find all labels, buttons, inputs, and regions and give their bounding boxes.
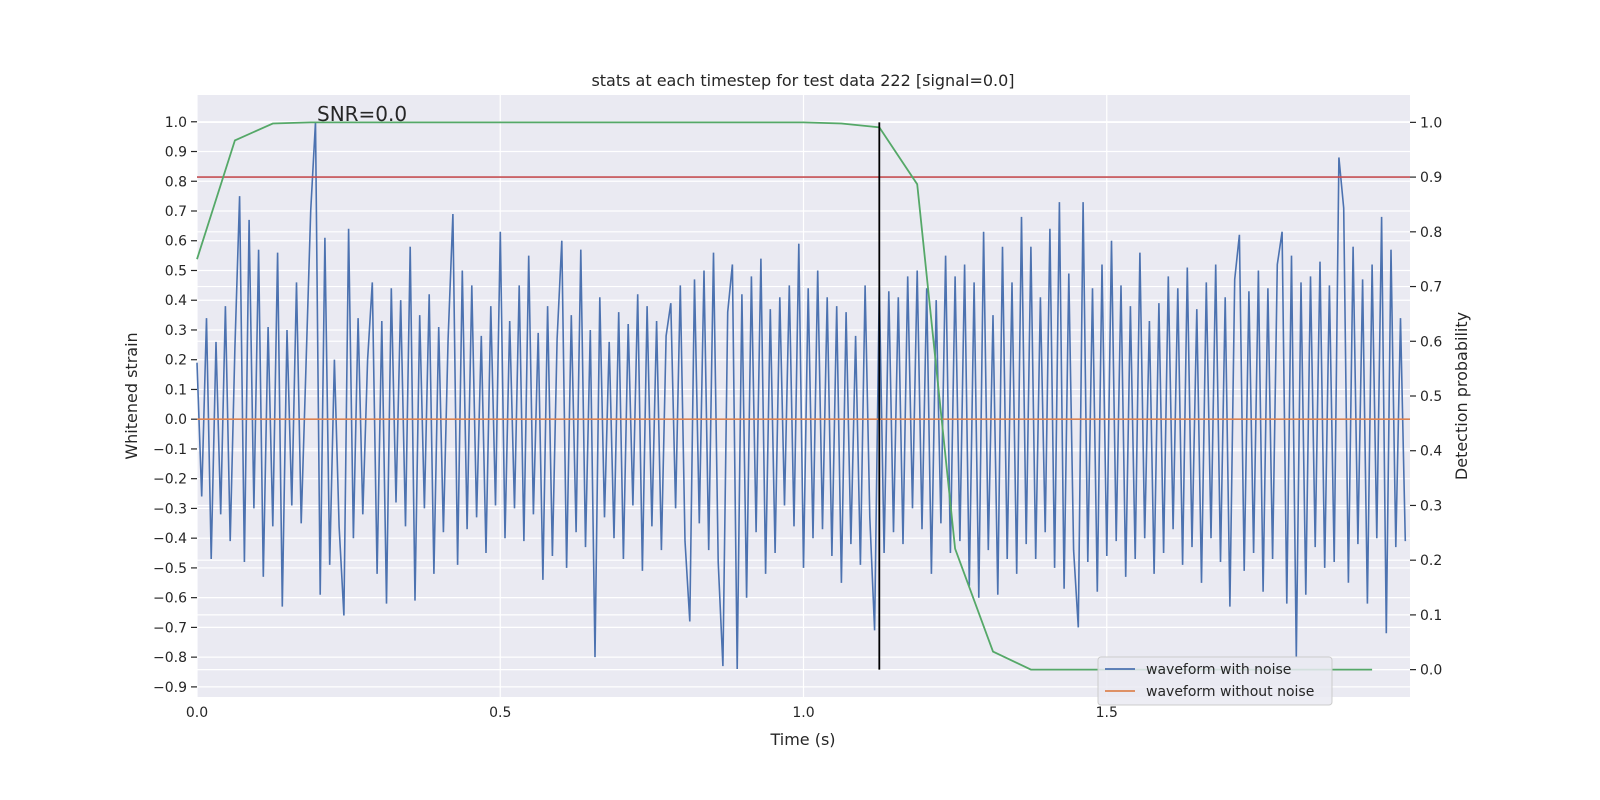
y-left-tick-label: 0.6 — [165, 234, 187, 250]
x-tick-label: 1.0 — [792, 705, 814, 721]
x-tick-label: 0.5 — [489, 705, 511, 721]
y-left-tick-label: 0.0 — [165, 412, 187, 428]
y-right-tick-label: 0.1 — [1420, 608, 1442, 624]
y-left-tick-label: 0.2 — [165, 353, 187, 369]
y-left-tick-label: −0.4 — [153, 531, 187, 547]
y-left-tick-label: −0.1 — [153, 442, 187, 458]
y-left-tick-label: 1.0 — [165, 115, 187, 131]
legend-label-clean: waveform without noise — [1146, 684, 1314, 700]
y-left-tick-label: −0.2 — [153, 472, 187, 488]
y-left-tick-label: 0.7 — [165, 204, 187, 220]
y-right-tick-label: 0.5 — [1420, 389, 1442, 405]
axes: 0.0 0.5 1.0 1.5 1.0 0.9 0.8 0.7 0.6 0.5 0.4 0.3 0.2 0… — [153, 115, 1442, 721]
y-right-tick-label: 0.3 — [1420, 498, 1442, 514]
legend-box — [1097, 656, 1333, 706]
y-right-tick-label: 0.4 — [1420, 444, 1442, 460]
y-axis-right-label: Detection probability — [1452, 312, 1471, 480]
y-right-tick-label: 0.6 — [1420, 334, 1442, 350]
y-left-tick-label: 0.4 — [165, 293, 187, 309]
y-right-tick-label: 0.8 — [1420, 225, 1442, 241]
y-left-tick-label: −0.8 — [153, 650, 187, 666]
y-right-tick-label: 0.2 — [1420, 553, 1442, 569]
y-left-tick-label: −0.5 — [153, 561, 187, 577]
y-axis-left-label: Whitened strain — [122, 332, 141, 459]
y-right-tick-label: 0.7 — [1420, 280, 1442, 296]
x-tick-label: 0.0 — [186, 705, 208, 721]
y-right-tick-label: 0.9 — [1420, 170, 1442, 186]
y-right-tick-label: 1.0 — [1420, 115, 1442, 131]
y-left-tick-label: 0.9 — [165, 145, 187, 161]
marks — [196, 121, 1410, 671]
y-left-tick-label: 0.3 — [165, 323, 187, 339]
snr-annotation: SNR=0.0 — [317, 102, 407, 126]
y-left-tick-label: −0.3 — [153, 501, 187, 517]
chart-title: stats at each timestep for test data 222… — [591, 71, 1014, 90]
x-axis-label: Time (s) — [769, 730, 835, 749]
y-left-tick-label: 0.5 — [165, 263, 187, 279]
x-tick-label: 1.5 — [1096, 705, 1118, 721]
y-left-tick-label: −0.7 — [153, 620, 187, 636]
y-left-tick-label: −0.6 — [153, 591, 187, 607]
legend-label-noisy: waveform with noise — [1146, 662, 1291, 678]
series-waveform-with-noise — [196, 121, 1407, 670]
y-left-tick-label: 0.1 — [165, 382, 187, 398]
y-left-tick-label: 0.8 — [165, 174, 187, 190]
y-right-tick-label: 0.0 — [1420, 663, 1442, 679]
legend: waveform with noise waveform without noi… — [1097, 656, 1333, 706]
y-left-tick-label: −0.9 — [153, 680, 187, 696]
